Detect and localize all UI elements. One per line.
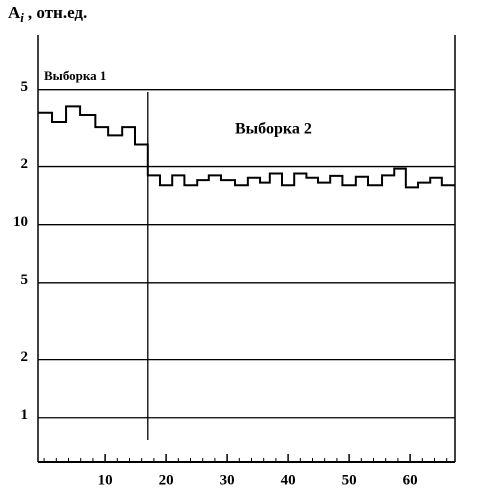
annotation: Выборка 2 — [235, 121, 312, 138]
x-tick-label: 30 — [220, 472, 235, 488]
annotation: Выборка 1 — [44, 68, 106, 83]
x-tick-label: 40 — [281, 472, 296, 488]
x-tick-label: 60 — [403, 472, 418, 488]
y-tick-label: 10 — [13, 214, 28, 230]
x-tick-label: 10 — [98, 472, 113, 488]
y-tick-label: 5 — [21, 272, 29, 288]
step-line — [38, 105, 455, 189]
y-tick-label: 5 — [21, 79, 29, 95]
y-tick-label: 2 — [21, 349, 29, 365]
y-tick-label: 2 — [21, 156, 29, 172]
x-tick-label: 20 — [159, 472, 174, 488]
x-tick-label: 50 — [342, 472, 357, 488]
y-tick-label: 1 — [21, 407, 29, 423]
y-axis-label: Ai, отн.ед. — [8, 3, 87, 25]
